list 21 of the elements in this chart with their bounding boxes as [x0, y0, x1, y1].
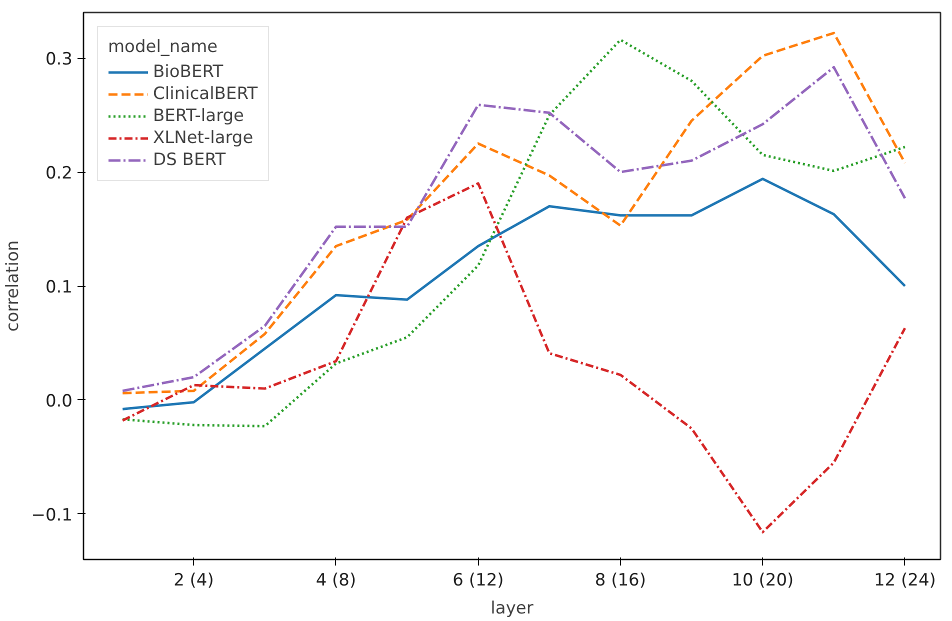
x-tick-label: 12 (24): [874, 570, 936, 590]
y-axis-title: correlation: [3, 240, 24, 332]
x-tick-label: 2 (4): [174, 570, 214, 590]
line-series: [121, 178, 906, 410]
legend-label: BERT-large: [153, 106, 244, 126]
x-tick-label: 10 (20): [732, 570, 794, 590]
legend-label: BioBERT: [153, 62, 224, 82]
y-tick-label: −0.1: [31, 505, 72, 526]
legend-label: XLNet-large: [153, 128, 254, 148]
legend-label: DS BERT: [153, 150, 226, 170]
x-tick-label: 8 (16): [594, 570, 646, 590]
x-tick-label: 6 (12): [452, 570, 504, 590]
x-axis-title: layer: [490, 598, 534, 618]
y-tick-label: 0.2: [45, 164, 73, 184]
legend-title: model_name: [108, 37, 219, 57]
line-series: [121, 182, 906, 534]
legend-label: ClinicalBERT: [153, 84, 258, 104]
x-tick-label: 4 (8): [316, 570, 356, 590]
y-tick-label: 0.0: [45, 391, 73, 412]
y-tick-label: 0.1: [45, 278, 73, 298]
y-tick-label: 0.3: [45, 50, 73, 70]
